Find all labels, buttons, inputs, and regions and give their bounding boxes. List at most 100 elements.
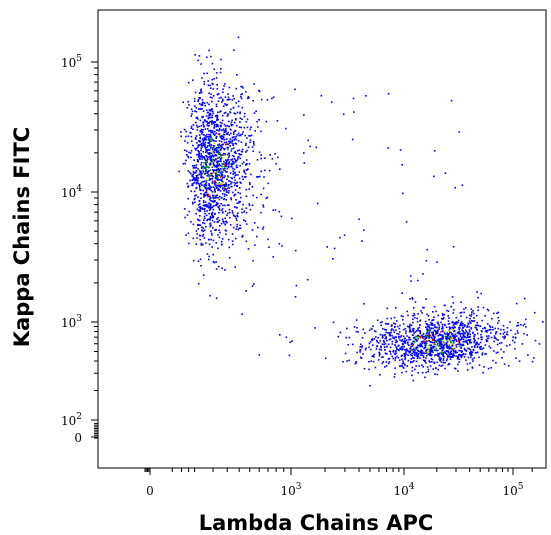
event-dot [462,334,465,337]
event-dot [410,330,412,333]
event-dot [218,198,221,201]
event-dot [198,152,200,155]
event-dot [236,111,239,114]
event-dot [221,146,223,149]
event-dot [215,77,218,79]
event-dot [236,181,238,184]
event-dot [226,221,228,224]
event-dot [196,176,198,179]
event-dot [458,327,460,329]
event-dot [201,98,204,101]
event-dot [210,156,213,159]
event-dot [220,158,222,161]
event-dot [427,368,430,371]
event-dot [469,349,472,351]
event-dot [241,118,243,120]
event-dot [440,334,443,336]
event-dot [241,211,243,214]
event-dot [442,341,445,343]
event-dot [229,140,231,143]
event-dot [466,324,469,327]
event-dot [243,219,245,221]
event-dot [411,366,414,369]
event-dot [193,164,196,167]
event-dot [444,330,446,332]
event-dot [224,175,226,177]
event-dot [226,171,228,173]
event-dot [474,333,476,336]
event-dot [430,351,433,353]
event-dot [271,158,274,160]
event-dot [462,330,464,332]
event-dot [216,178,218,180]
event-dot [192,175,194,178]
event-dot [204,159,207,161]
event-dot [228,120,230,123]
event-dot [394,367,396,369]
event-dot [414,341,416,344]
event-dot [235,143,238,145]
event-dot [279,334,281,336]
event-dot [221,238,224,240]
event-dot [246,97,249,100]
event-dot [442,355,444,357]
event-dot [379,321,382,324]
event-dot [233,176,236,179]
event-dot [409,353,412,356]
event-dot [208,148,210,151]
event-dot [473,338,475,340]
event-dot [479,348,482,350]
event-dot [215,297,218,299]
event-dot [209,138,211,140]
event-dot [280,215,283,218]
event-dot [451,335,454,337]
event-dot [211,62,214,65]
event-dot [211,116,213,119]
event-dot [424,340,427,343]
event-dot [430,354,432,357]
event-dot [233,49,235,51]
event-dot [213,261,216,264]
event-dot [415,365,417,367]
event-dot [421,364,423,366]
event-dot [193,172,196,174]
event-dot [447,338,449,341]
event-dot [216,149,218,151]
event-dot [205,204,207,206]
event-dot [486,308,489,311]
event-dot [503,331,506,334]
event-dot [209,199,212,202]
event-dot [208,179,211,181]
event-dot [187,81,190,84]
event-dot [233,158,236,160]
event-dot [421,336,424,338]
event-dot [227,176,230,178]
event-dot [502,336,504,338]
event-dot [419,344,421,347]
event-dot [482,306,485,309]
event-dot [440,340,443,342]
event-dot [203,143,205,145]
event-dot [222,184,225,186]
event-dot [198,234,201,237]
event-dot [400,348,402,351]
event-dot [204,104,206,107]
event-dot [451,321,453,324]
event-dot [199,140,201,142]
event-dot [460,301,462,303]
event-dot [417,355,419,357]
event-dot [407,354,409,357]
event-dot [402,335,405,338]
event-dot [476,332,479,335]
event-dot [228,152,230,155]
event-dot [260,193,262,196]
event-dot [235,138,238,141]
event-dot [459,322,462,325]
event-dot [403,348,406,351]
event-dot [187,170,189,172]
event-dot [213,142,215,144]
event-dot [217,168,220,170]
event-dot [417,349,419,352]
event-dot [197,177,200,179]
event-dot [459,354,462,356]
